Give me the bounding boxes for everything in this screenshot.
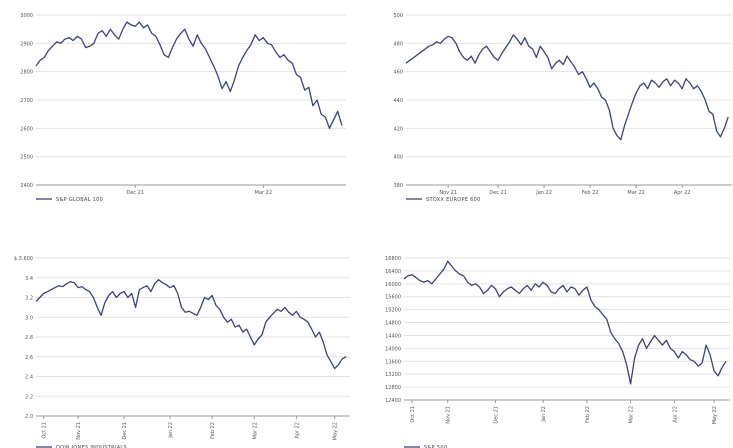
x-tick-label: Oct 21 — [410, 406, 416, 423]
y-tick-label: 12800 — [385, 385, 401, 391]
chart-sp-500: 16800 16400 16000 15600 15200 14800 14400 14000… — [372, 228, 732, 448]
y-tick-label: 16400 — [385, 269, 401, 275]
y-tick-label: $ 3,600 — [14, 256, 33, 262]
y-tick-label: 15600 — [385, 295, 401, 301]
y-tick-label: 16800 — [385, 256, 401, 262]
series-line — [403, 260, 727, 385]
y-tick-label: 400 — [393, 155, 403, 161]
y-tick-label: 2.8 — [25, 335, 33, 341]
chart-stoxx-europe-600: 500 480 460 440 420 400 380 Nov 21 Dec 21 Jan 22 F… — [372, 0, 732, 220]
series-line — [35, 21, 343, 129]
y-tick-label: 2400 — [20, 183, 33, 189]
x-tick-label: Jan 22 — [535, 190, 552, 196]
x-tick-label: Dec 21 — [122, 422, 128, 440]
chart-svg: $ 3,600 3.4 3.2 3.0 2.8 2.6 2.4 2.2 2.0 Oct 21 Nov… — [14, 256, 350, 448]
x-tick-label: May 22 — [712, 406, 718, 424]
x-tick-label: Mar 22 — [629, 406, 635, 423]
y-tick-label: 14000 — [385, 346, 401, 352]
x-tick-label: May 22 — [333, 422, 339, 440]
y-tick-label: 380 — [393, 183, 403, 189]
legend-label: S&P 500 — [424, 445, 447, 448]
x-tick-label: Nov 21 — [76, 422, 82, 440]
x-tick-label: Dec 21 — [489, 190, 507, 196]
y-tick-label: 480 — [393, 41, 403, 47]
y-tick-label: 13200 — [385, 372, 401, 378]
y-tick-label: 2600 — [20, 126, 33, 132]
y-tick-label: 2.2 — [25, 394, 33, 400]
y-tick-label: 14400 — [385, 333, 401, 339]
y-tick-label: 12400 — [385, 398, 401, 404]
chart-sp-global-100: 3000 2900 2800 2700 2600 2500 2400 Dec 21 Mar 22… — [0, 0, 360, 220]
y-tick-label: 3000 — [20, 13, 33, 19]
y-tick-label: 2500 — [20, 155, 33, 161]
y-tick-label: 3.2 — [25, 296, 33, 302]
y-tick-label: 2.6 — [25, 355, 33, 361]
x-tick-label: Jan 22 — [541, 406, 547, 423]
chart-dow-jones-industrials: $ 3,600 3.4 3.2 3.0 2.8 2.6 2.4 2.2 2.0 Oct 21 Nov… — [0, 228, 360, 448]
x-tick-label: Dec 21 — [493, 406, 499, 424]
x-tick-label: Feb 22 — [585, 406, 591, 423]
x-tick-label: Dec 21 — [126, 190, 144, 196]
y-tick-label: 2800 — [20, 70, 33, 76]
x-tick-label: Apr 22 — [294, 422, 300, 439]
y-tick-label: 440 — [393, 98, 403, 104]
chart-svg: 500 480 460 440 420 400 380 Nov 21 Dec 21 Jan 22 F… — [393, 13, 732, 203]
y-tick-label: 15200 — [385, 308, 401, 314]
y-tick-label: 500 — [393, 13, 403, 19]
series-line — [405, 34, 729, 141]
series-line — [35, 279, 347, 370]
x-tick-label: Mar 22 — [255, 190, 272, 196]
x-tick-label: Nov 21 — [446, 406, 452, 424]
y-tick-label: 3.0 — [25, 315, 33, 321]
x-tick-label: Feb 22 — [210, 422, 216, 439]
y-tick-label: 3.4 — [25, 276, 33, 282]
y-tick-label: 420 — [393, 126, 403, 132]
x-tick-label: Feb 22 — [582, 190, 599, 196]
y-tick-label: 2700 — [20, 98, 33, 104]
legend-label: DOW JONES INDUSTRIALS — [56, 445, 127, 448]
chart-svg: 16800 16400 16000 15600 15200 14800 14400 14000… — [385, 256, 730, 448]
x-tick-label: Mar 22 — [627, 190, 644, 196]
y-tick-label: 2.0 — [25, 414, 33, 420]
x-tick-label: Oct 21 — [42, 422, 48, 439]
legend-label: STOXX EUROPE 600 — [426, 197, 481, 203]
y-tick-label: 14800 — [385, 321, 401, 327]
y-tick-label: 13600 — [385, 359, 401, 365]
y-tick-label: 16000 — [385, 282, 401, 288]
y-tick-label: 2.4 — [25, 375, 33, 381]
x-tick-label: Nov 21 — [439, 190, 457, 196]
x-tick-label: Apr 22 — [672, 406, 678, 423]
legend-label: S&P GLOBAL 100 — [56, 197, 103, 203]
x-tick-label: Mar 22 — [252, 422, 258, 439]
y-tick-label: 460 — [393, 70, 403, 76]
x-tick-label: Jan 22 — [168, 422, 174, 439]
y-tick-label: 2900 — [20, 41, 33, 47]
x-tick-label: Apr 22 — [674, 190, 691, 196]
chart-svg: 3000 2900 2800 2700 2600 2500 2400 Dec 21 Mar 22… — [20, 13, 346, 203]
